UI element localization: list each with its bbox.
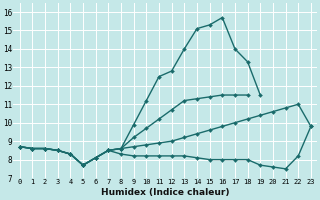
X-axis label: Humidex (Indice chaleur): Humidex (Indice chaleur): [101, 188, 229, 197]
